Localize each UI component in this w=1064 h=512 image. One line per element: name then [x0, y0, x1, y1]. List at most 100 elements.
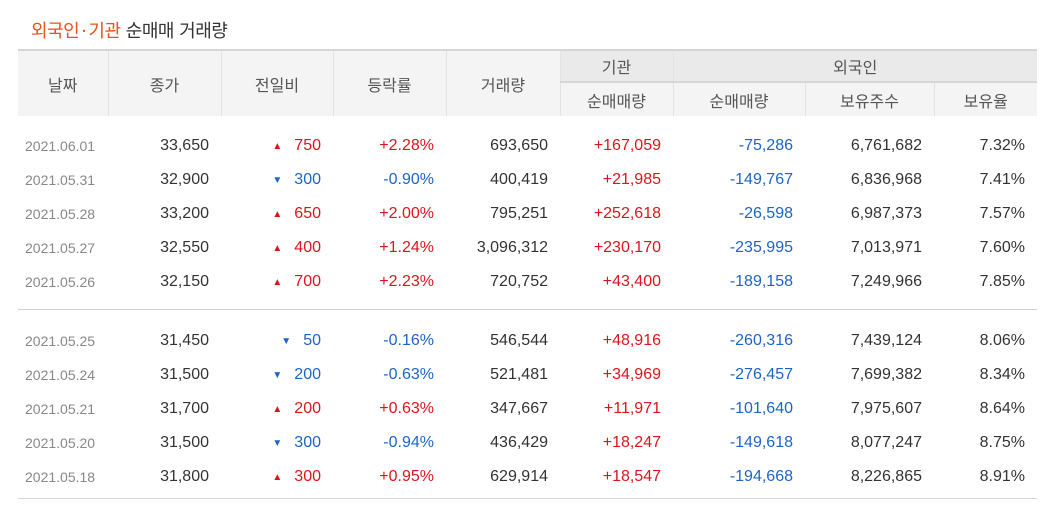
change-cell: ▲ 750: [221, 129, 333, 163]
header-foreign-ratio: 보유율: [934, 81, 1037, 116]
foreign-shares-cell: 6,987,373: [850, 205, 922, 222]
title-dot: ·: [81, 21, 87, 42]
foreign-net-cell: -101,640: [729, 400, 793, 417]
close-cell: 31,800: [160, 468, 209, 485]
date-cell: 2021.05.25: [25, 333, 96, 349]
rate-cell: -0.63%: [383, 366, 434, 383]
foreign-shares-cell: 8,077,247: [850, 434, 922, 451]
inst-net-cell: +21,985: [602, 171, 661, 188]
foreign-net-cell: -260,316: [729, 332, 793, 349]
inst-net-cell: +34,969: [602, 366, 661, 383]
date-cell: 2021.05.21: [25, 401, 96, 417]
header-close: 종가: [108, 50, 222, 116]
row-spacer: [18, 494, 1037, 499]
table-row: 2021.06.01 33,650 ▲ 750 +2.28% 693,650 +167,05…: [18, 129, 1037, 163]
close-cell: 33,650: [160, 137, 209, 154]
header-rate: 등락률: [333, 50, 447, 116]
inst-net-cell: +18,247: [602, 434, 661, 451]
change-value: 300: [294, 171, 321, 188]
table-row: 2021.05.27 32,550 ▲ 400 +1.24% 3,096,312 +230,…: [18, 231, 1037, 265]
change-value: 200: [294, 366, 321, 383]
rate-cell: +2.23%: [379, 273, 434, 290]
foreign-ratio-cell: 8.91%: [979, 468, 1025, 485]
foreign-ratio-cell: 7.41%: [979, 171, 1025, 188]
foreign-net-cell: -276,457: [729, 366, 793, 383]
date-cell: 2021.05.26: [25, 274, 96, 290]
change-cell: ▲ 400: [221, 231, 333, 265]
rate-cell: +1.24%: [379, 239, 434, 256]
up-arrow-icon: ▲: [272, 404, 283, 415]
close-cell: 32,150: [160, 273, 209, 290]
date-cell: 2021.05.24: [25, 367, 96, 383]
volume-cell: 720,752: [490, 273, 548, 290]
title-institution: 기관: [88, 21, 121, 42]
change-value: 400: [294, 239, 321, 256]
foreign-net-cell: -189,158: [729, 273, 793, 290]
table-row: 2021.05.24 31,500 ▼ 200 -0.63% 521,481 +34,969…: [18, 358, 1037, 392]
foreign-shares-cell: 6,836,968: [850, 171, 922, 188]
table-header: 날짜 종가 전일비 등락률 거래량 기관 외국인 순매매량 순매매량 보유주수 …: [18, 50, 1037, 116]
table-body: 2021.06.01 33,650 ▲ 750 +2.28% 693,650 +167,05…: [18, 116, 1037, 499]
up-arrow-icon: ▲: [272, 209, 283, 220]
inst-net-cell: +167,059: [593, 137, 661, 154]
header-foreign-group: 외국인: [673, 50, 1037, 83]
change-cell: ▼ 300: [221, 426, 333, 460]
foreign-shares-cell: 7,699,382: [850, 366, 922, 383]
section-title: 외국인 · 기관 순매매 거래량: [31, 17, 228, 43]
down-arrow-icon: ▼: [272, 370, 283, 381]
rate-cell: +0.95%: [379, 468, 434, 485]
inst-net-cell: +18,547: [602, 468, 661, 485]
row-spacer: [18, 310, 1037, 325]
row-spacer: [18, 299, 1037, 310]
foreign-net-cell: -75,286: [738, 137, 793, 154]
header-foreign-shares: 보유주수: [805, 81, 935, 116]
foreign-shares-cell: 6,761,682: [850, 137, 922, 154]
foreign-net-cell: -26,598: [738, 205, 793, 222]
volume-cell: 546,544: [490, 332, 548, 349]
up-arrow-icon: ▲: [272, 277, 283, 288]
date-cell: 2021.06.01: [25, 138, 96, 154]
foreign-ratio-cell: 8.64%: [979, 400, 1025, 417]
table-row: 2021.05.28 33,200 ▲ 650 +2.00% 795,251 +252,61…: [18, 197, 1037, 231]
change-value: 50: [303, 332, 321, 349]
table-row: 2021.05.21 31,700 ▲ 200 +0.63% 347,667 +11,971…: [18, 392, 1037, 426]
date-cell: 2021.05.31: [25, 172, 96, 188]
inst-net-cell: +252,618: [593, 205, 661, 222]
change-cell: ▼ 200: [221, 358, 333, 392]
date-cell: 2021.05.18: [25, 469, 96, 485]
table-row: 2021.05.20 31,500 ▼ 300 -0.94% 436,429 +18,247…: [18, 426, 1037, 460]
foreign-net-cell: -235,995: [729, 239, 793, 256]
volume-cell: 3,096,312: [476, 239, 548, 256]
header-change: 전일비: [221, 50, 334, 116]
foreign-shares-cell: 7,249,966: [850, 273, 922, 290]
foreign-shares-cell: 8,226,865: [850, 468, 922, 485]
date-cell: 2021.05.28: [25, 206, 96, 222]
close-cell: 31,500: [160, 366, 209, 383]
change-value: 300: [294, 434, 321, 451]
table-row: 2021.05.18 31,800 ▲ 300 +0.95% 629,914 +18,547…: [18, 460, 1037, 494]
change-cell: ▲ 700: [221, 265, 333, 299]
rate-cell: +2.00%: [379, 205, 434, 222]
header-institution-group: 기관: [560, 50, 674, 83]
foreign-ratio-cell: 7.85%: [979, 273, 1025, 290]
down-arrow-icon: ▼: [281, 336, 292, 347]
volume-cell: 436,429: [490, 434, 548, 451]
title-foreign: 외국인: [31, 21, 80, 42]
change-cell: ▲ 200: [221, 392, 333, 426]
change-value: 650: [294, 205, 321, 222]
row-spacer: [18, 116, 1037, 129]
header-date: 날짜: [18, 50, 109, 116]
volume-cell: 629,914: [490, 468, 548, 485]
close-cell: 31,500: [160, 434, 209, 451]
up-arrow-icon: ▲: [272, 472, 283, 483]
change-value: 200: [294, 400, 321, 417]
close-cell: 32,550: [160, 239, 209, 256]
volume-cell: 693,650: [490, 137, 548, 154]
trading-table: 날짜 종가 전일비 등락률 거래량 기관 외국인 순매매량 순매매량 보유주수 …: [18, 49, 1037, 499]
date-cell: 2021.05.20: [25, 435, 96, 451]
rate-cell: -0.90%: [383, 171, 434, 188]
foreign-net-cell: -149,618: [729, 434, 793, 451]
inst-net-cell: +11,971: [603, 400, 661, 417]
foreign-ratio-cell: 7.60%: [979, 239, 1025, 256]
